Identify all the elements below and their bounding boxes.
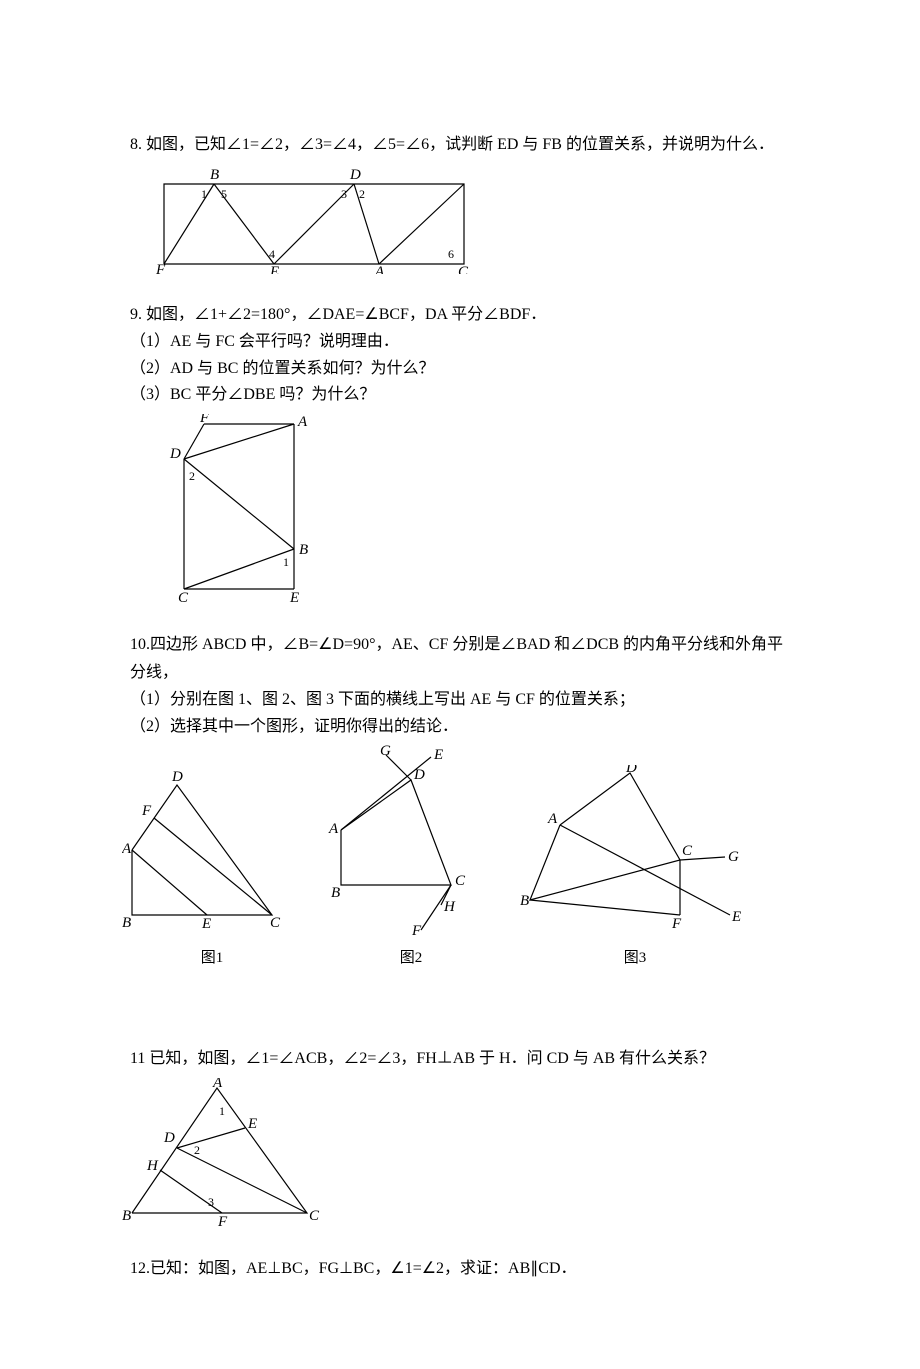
problem-10-fig1: A B C D E F 图1 [122,765,302,970]
f2-G: G [380,745,391,759]
label-D: D [349,167,361,183]
f2-C: C [455,873,466,889]
label-B: B [299,542,308,558]
num-5: 5 [221,187,227,201]
problem-12: 12.已知：如图，AE⊥BC，FG⊥BC，∠1=∠2，求证：AB∥CD． [130,1256,920,1282]
p11-D: D [163,1130,175,1146]
problem-9-sub3: （3）BC 平分∠DBE 吗？为什么？ [130,382,920,408]
problem-11-figure: A B C D E F H 1 2 3 [122,1078,920,1228]
label-E: E [289,590,299,604]
f3-G: G [728,849,739,865]
label-A: A [297,414,308,430]
p11-C: C [309,1208,320,1224]
p11-n2: 2 [194,1143,200,1157]
fig1-label: 图1 [122,946,302,970]
p11-n3: 3 [208,1195,214,1209]
f3-A: A [547,811,558,827]
problem-11-text: 11 已知，如图，∠1=∠ACB，∠2=∠3，FH⊥AB 于 H．问 CD 与 … [130,1046,920,1072]
f3-C: C [682,843,693,859]
problem-10-sub1: （1）分别在图 1、图 2、图 3 下面的横线上写出 AE 与 CF 的位置关系… [130,687,920,713]
problem-8-figure: B D F E A C 1 5 3 2 4 6 [154,164,920,274]
p11-H: H [146,1158,159,1174]
f3-B: B [520,893,529,909]
f1-B: B [122,915,131,931]
problem-10-text2: 分线， [130,660,920,686]
num-2: 2 [189,469,195,483]
num-2: 2 [359,187,365,201]
label-C: C [178,590,189,604]
problem-8: 8. 如图，已知∠1=∠2，∠3=∠4，∠5=∠6，试判断 ED 与 FB 的位… [130,132,920,274]
num-1: 1 [283,555,289,569]
f1-E: E [201,916,211,932]
f1-A: A [122,841,132,857]
problem-10-figures: A B C D E F 图1 G [122,745,920,970]
fig2-label: 图2 [326,946,496,970]
problem-8-text: 8. 如图，已知∠1=∠2，∠3=∠4，∠5=∠6，试判断 ED 与 FB 的位… [130,132,920,158]
label-C: C [458,264,469,274]
f3-F: F [671,916,682,932]
problem-9-sub2: （2）AD 与 BC 的位置关系如何？为什么？ [130,356,920,382]
f3-D: D [625,765,637,776]
p11-E: E [247,1116,257,1132]
num-6: 6 [448,247,454,261]
f2-D: D [413,767,425,783]
f3-E: E [731,909,741,925]
f1-D: D [171,769,183,785]
label-F: F [155,262,166,274]
problem-10-fig2: G E D A B C H F 图2 [326,745,496,970]
problem-9-figure: F A D B C E 2 1 [154,414,920,604]
problem-11: 11 已知，如图，∠1=∠ACB，∠2=∠3，FH⊥AB 于 H．问 CD 与 … [130,1046,920,1228]
p11-F: F [217,1214,228,1228]
p11-B: B [122,1208,131,1224]
label-D: D [169,446,181,462]
p11-n1: 1 [219,1104,225,1118]
problem-12-text: 12.已知：如图，AE⊥BC，FG⊥BC，∠1=∠2，求证：AB∥CD． [130,1256,920,1282]
problem-9: 9. 如图，∠1+∠2=180°，∠DAE=∠BCF，DA 平分∠BDF． （1… [130,302,920,604]
problem-10: 10.四边形 ABCD 中，∠B=∠D=90°，AE、CF 分别是∠BAD 和∠… [130,632,920,970]
f1-C: C [270,915,281,931]
f1-F: F [141,803,152,819]
label-B: B [210,167,219,183]
problem-10-fig3: D A B C G F E 图3 [520,765,750,970]
spacer [130,998,920,1044]
problem-9-text: 9. 如图，∠1+∠2=180°，∠DAE=∠BCF，DA 平分∠BDF． [130,302,920,328]
f2-A: A [328,821,339,837]
f2-B: B [331,885,340,901]
label-F: F [199,414,210,426]
problem-9-sub1: （1）AE 与 FC 会平行吗？说明理由． [130,329,920,355]
problem-10-sub2: （2）选择其中一个图形，证明你得出的结论． [130,714,920,740]
num-3: 3 [341,187,347,201]
problem-10-text1: 10.四边形 ABCD 中，∠B=∠D=90°，AE、CF 分别是∠BAD 和∠… [130,632,920,658]
p11-A: A [212,1078,223,1091]
f2-E: E [433,747,443,763]
num-1: 1 [201,187,207,201]
label-A: A [374,264,385,274]
label-E: E [269,264,279,274]
fig3-label: 图3 [520,946,750,970]
num-4: 4 [269,247,275,261]
f2-F: F [411,923,422,935]
f2-H: H [443,899,456,915]
